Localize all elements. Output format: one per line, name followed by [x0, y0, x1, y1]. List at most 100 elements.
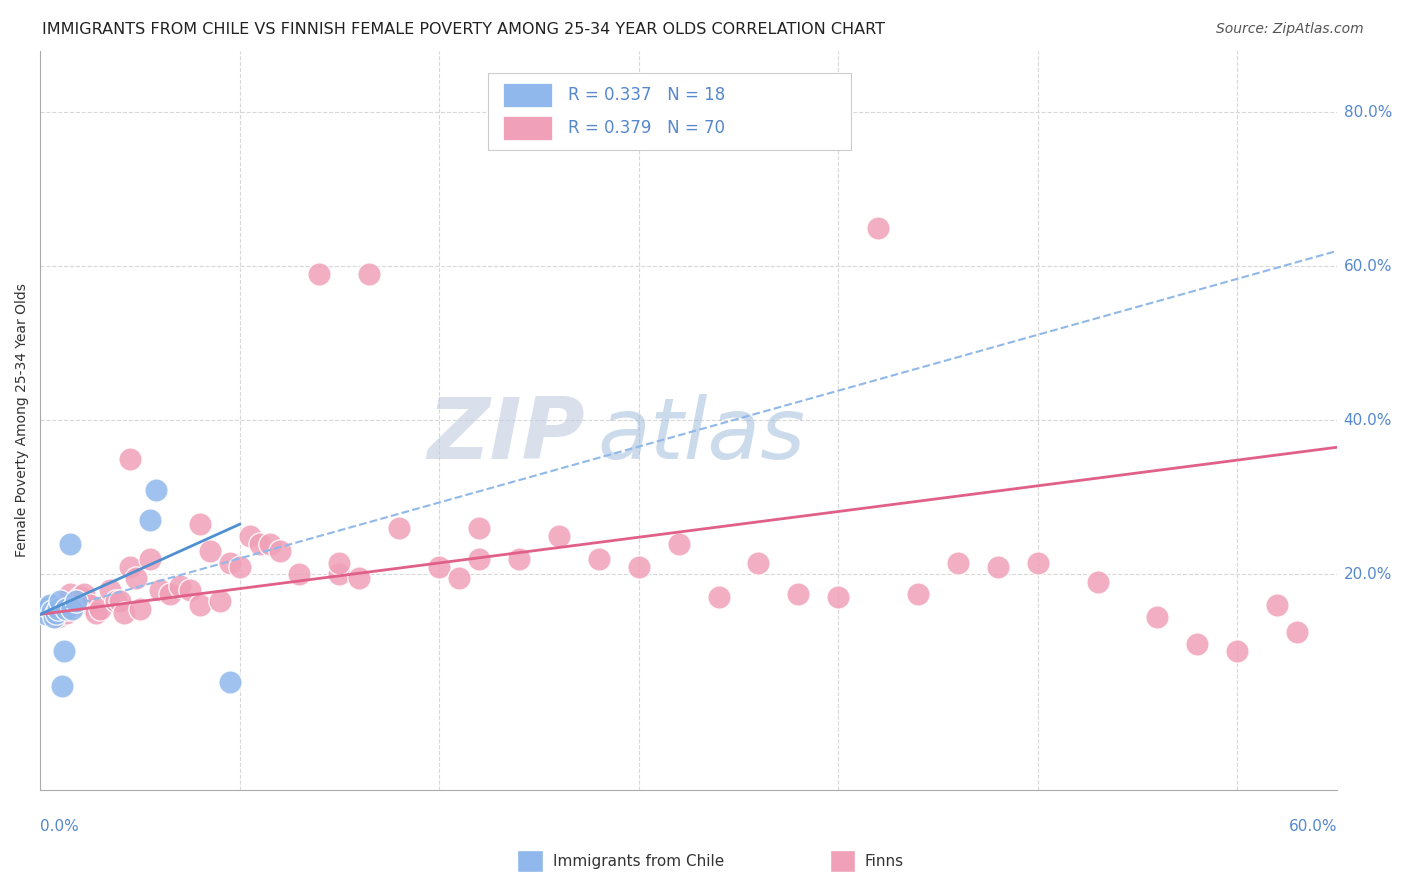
Point: [359, 267, 381, 281]
Point: [79, 598, 101, 612]
Text: 80.0%: 80.0%: [1344, 104, 1392, 120]
Text: Immigrants from Chile: Immigrants from Chile: [553, 855, 724, 869]
Point: [427, 559, 450, 574]
Point: [987, 559, 1010, 574]
Point: [249, 536, 271, 550]
Point: [35, 607, 58, 622]
Point: [747, 556, 769, 570]
Point: [46, 609, 69, 624]
Text: 0.0%: 0.0%: [41, 820, 79, 835]
Point: [548, 529, 571, 543]
Point: [145, 483, 167, 497]
Point: [269, 544, 291, 558]
Point: [169, 579, 191, 593]
Point: [65, 594, 87, 608]
Point: [288, 567, 311, 582]
Point: [41, 604, 63, 618]
Point: [259, 536, 281, 550]
Text: 60.0%: 60.0%: [1288, 820, 1337, 835]
Point: [37, 607, 59, 622]
Point: [198, 544, 221, 558]
Point: [218, 556, 240, 570]
Point: [1026, 556, 1049, 570]
Point: [84, 606, 107, 620]
FancyBboxPatch shape: [503, 117, 553, 140]
Point: [128, 602, 150, 616]
Point: [69, 591, 91, 605]
Point: [59, 586, 82, 600]
Point: [907, 586, 929, 600]
Point: [308, 267, 330, 281]
Point: [946, 556, 969, 570]
Point: [1146, 609, 1168, 624]
Point: [53, 644, 76, 658]
Point: [188, 517, 211, 532]
Point: [239, 529, 262, 543]
FancyBboxPatch shape: [488, 73, 851, 151]
Point: [59, 536, 82, 550]
Text: R = 0.379   N = 70: R = 0.379 N = 70: [568, 120, 725, 137]
Point: [668, 536, 690, 550]
Point: [49, 594, 72, 608]
Point: [1187, 637, 1209, 651]
Point: [1226, 644, 1249, 658]
Point: [159, 586, 181, 600]
Point: [32, 602, 55, 616]
Point: [827, 591, 849, 605]
Point: [118, 451, 141, 466]
Point: [218, 675, 240, 690]
Point: [73, 586, 96, 600]
Point: [468, 521, 491, 535]
Point: [42, 604, 65, 618]
Text: 60.0%: 60.0%: [1344, 259, 1392, 274]
Point: [228, 559, 250, 574]
Point: [41, 598, 63, 612]
Text: ZIP: ZIP: [427, 393, 585, 476]
Point: [98, 582, 121, 597]
Text: atlas: atlas: [598, 393, 806, 476]
Point: [108, 594, 131, 608]
Point: [179, 582, 201, 597]
Point: [55, 606, 77, 620]
Point: [60, 602, 83, 616]
Point: [208, 594, 231, 608]
Y-axis label: Female Poverty Among 25-34 Year Olds: Female Poverty Among 25-34 Year Olds: [15, 284, 30, 558]
Point: [46, 602, 69, 616]
Point: [53, 599, 76, 614]
FancyBboxPatch shape: [503, 83, 553, 107]
Point: [868, 220, 890, 235]
Text: Finns: Finns: [865, 855, 904, 869]
Point: [468, 552, 491, 566]
Point: [188, 598, 211, 612]
Point: [89, 602, 111, 616]
Point: [37, 599, 59, 614]
Point: [349, 571, 371, 585]
Point: [112, 606, 135, 620]
Point: [55, 602, 77, 616]
Point: [1087, 574, 1109, 589]
Point: [118, 559, 141, 574]
Point: [65, 598, 87, 612]
Point: [32, 602, 55, 616]
Point: [125, 571, 148, 585]
Point: [104, 594, 127, 608]
Text: IMMIGRANTS FROM CHILE VS FINNISH FEMALE POVERTY AMONG 25-34 YEAR OLDS CORRELATIO: IMMIGRANTS FROM CHILE VS FINNISH FEMALE …: [42, 22, 886, 37]
Point: [787, 586, 810, 600]
Point: [1265, 598, 1288, 612]
Point: [45, 606, 67, 620]
Point: [139, 513, 162, 527]
Text: Source: ZipAtlas.com: Source: ZipAtlas.com: [1216, 22, 1364, 37]
Point: [51, 679, 73, 693]
Text: 40.0%: 40.0%: [1344, 413, 1392, 428]
Point: [45, 606, 67, 620]
Text: 20.0%: 20.0%: [1344, 566, 1392, 582]
Point: [508, 552, 530, 566]
Point: [149, 582, 172, 597]
Point: [388, 521, 411, 535]
Point: [39, 598, 62, 612]
Point: [1286, 625, 1309, 640]
Point: [328, 556, 350, 570]
Point: [328, 567, 350, 582]
Point: [139, 552, 162, 566]
Point: [627, 559, 650, 574]
